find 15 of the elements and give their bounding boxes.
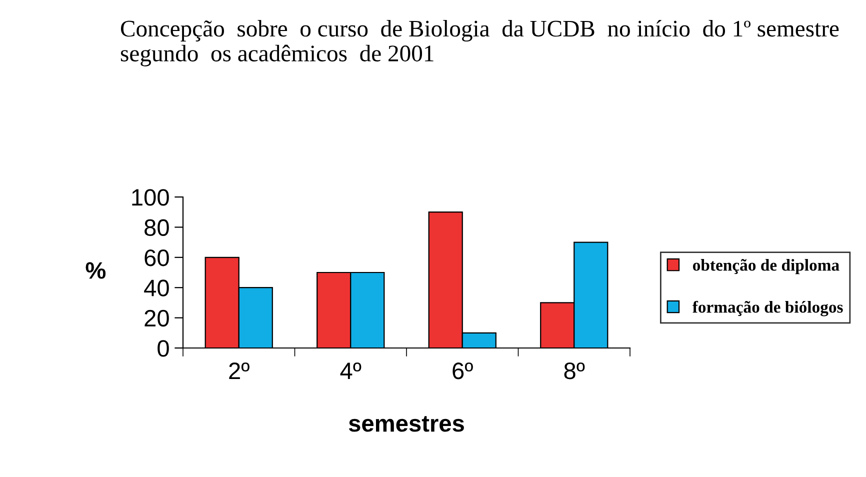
y-tick-label: 20	[144, 310, 169, 327]
x-tick-label: 6º	[452, 362, 473, 380]
y-tick-label: 80	[144, 219, 169, 236]
legend-label: formação de biólogos	[692, 300, 843, 316]
y-tick-label: 100	[132, 189, 169, 206]
y-tick-label: 0	[158, 340, 169, 357]
x-tick-label: 4º	[340, 362, 362, 379]
x-tick-label: 8º	[564, 362, 585, 380]
x-axis-title: semestres	[348, 416, 464, 432]
y-axis-title: %	[86, 262, 106, 279]
legend-label: obtenção de diploma	[692, 259, 840, 274]
x-tick-label: 2º	[229, 362, 250, 379]
y-tick-label: 60	[144, 249, 169, 266]
y-tick-label: 40	[144, 280, 169, 296]
chart-title: Concepção sobre o curso de Biologia da UCDB no início do 1º semestre segundo os acadêmicos de 2001	[120, 20, 839, 66]
